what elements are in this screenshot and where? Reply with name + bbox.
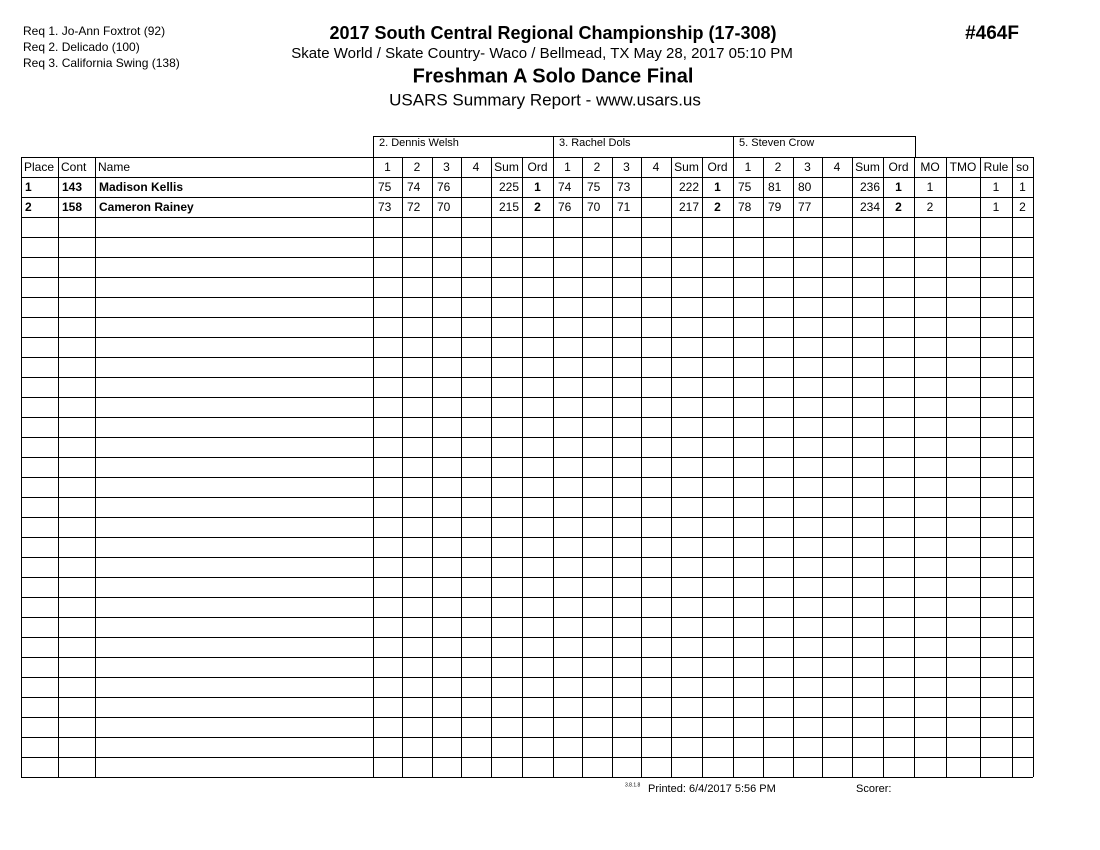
cell: 1 (714, 180, 721, 194)
title: 2017 South Central Regional Championship… (329, 23, 776, 43)
column-header: Sum (494, 160, 519, 174)
cell: 75 (587, 180, 601, 194)
column-header: 1 (564, 160, 571, 174)
column-header: Sum (855, 160, 880, 174)
cell: 79 (768, 200, 782, 214)
cell: 158 (62, 200, 82, 214)
cell: Cameron Rainey (99, 200, 194, 214)
cell: 143 (62, 180, 82, 194)
cell: 1 (895, 180, 902, 194)
cell: 222 (679, 180, 699, 194)
cell: 71 (617, 200, 631, 214)
cell: 76 (558, 200, 572, 214)
cell: 72 (407, 200, 421, 214)
cell: 81 (768, 180, 782, 194)
cell: 73 (378, 200, 392, 214)
column-header: 4 (653, 160, 660, 174)
cell: Madison Kellis (99, 180, 183, 194)
column-header: TMO (950, 160, 977, 174)
printed: Printed: 6/4/2017 5:56 PM (648, 783, 776, 795)
cell: 75 (738, 180, 752, 194)
cell: 2 (25, 200, 32, 214)
cell: 2 (1019, 200, 1026, 214)
cell: 1 (25, 180, 32, 194)
cell: 70 (437, 200, 451, 214)
column-header: Ord (888, 160, 908, 174)
cell: 1 (993, 200, 1000, 214)
cell: 2 (927, 200, 934, 214)
version: 3.8.1.8 (625, 782, 641, 788)
column-header: 1 (745, 160, 752, 174)
column-header: 2 (414, 160, 421, 174)
cell: 1 (534, 180, 541, 194)
column-header: Name (98, 160, 130, 174)
column-header: so (1016, 160, 1029, 174)
subtitle: Skate World / Skate Country- Waco / Bell… (291, 45, 793, 62)
report: USARS Summary Report - www.usars.us (389, 90, 701, 109)
cell: 2 (534, 200, 541, 214)
column-header: 4 (473, 160, 480, 174)
cell: 236 (860, 180, 880, 194)
cell: 73 (617, 180, 631, 194)
cell: 1 (1019, 180, 1026, 194)
column-header: Place (24, 160, 54, 174)
judge-name: 3. Rachel Dols (559, 137, 631, 149)
column-header: 3 (623, 160, 630, 174)
cell: 217 (679, 200, 699, 214)
column-header: 3 (443, 160, 450, 174)
column-header: MO (920, 160, 939, 174)
score-table: 2. Dennis Welsh 3. Rachel Dols 5. Steven C… (21, 136, 1034, 778)
column-header: Rule (984, 160, 1009, 174)
request: Req 1. Jo-Ann Foxtrot (92) (23, 24, 165, 38)
column-header: 2 (775, 160, 782, 174)
cell: 70 (587, 200, 601, 214)
cell: 74 (558, 180, 572, 194)
cell: 80 (798, 180, 812, 194)
cell: 2 (895, 200, 902, 214)
cell: 2 (714, 200, 721, 214)
column-header: 1 (384, 160, 391, 174)
request: Req 2. Delicado (100) (23, 40, 140, 54)
cell: 74 (407, 180, 421, 194)
event: Freshman A Solo Dance Final (413, 65, 694, 87)
request: Req 3. California Swing (138) (23, 56, 180, 70)
code: #464F (965, 23, 1019, 44)
column-header: 3 (804, 160, 811, 174)
cell: 215 (499, 200, 519, 214)
cell: 78 (738, 200, 752, 214)
cell: 234 (860, 200, 880, 214)
judge-name: 5. Steven Crow (739, 137, 814, 149)
judge-name: 2. Dennis Welsh (379, 137, 459, 149)
scorer: Scorer: (856, 783, 891, 795)
column-header: 2 (594, 160, 601, 174)
cell: 1 (927, 180, 934, 194)
column-header: Cont (61, 160, 87, 174)
cell: 225 (499, 180, 519, 194)
column-header: Sum (674, 160, 699, 174)
cell: 76 (437, 180, 451, 194)
column-header: Ord (527, 160, 547, 174)
cell: 77 (798, 200, 812, 214)
cell: 1 (993, 180, 1000, 194)
cell: 75 (378, 180, 392, 194)
column-header: Ord (707, 160, 727, 174)
column-header: 4 (834, 160, 841, 174)
